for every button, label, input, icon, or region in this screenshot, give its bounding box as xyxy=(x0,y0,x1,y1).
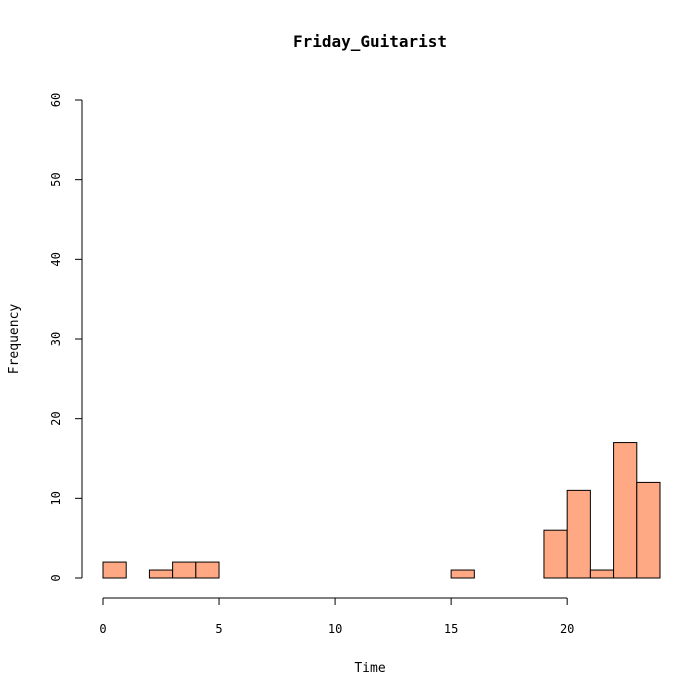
x-tick-label: 10 xyxy=(328,622,342,636)
histogram-bar xyxy=(195,561,220,579)
histogram-bar xyxy=(566,489,591,579)
histogram-bar xyxy=(589,569,615,579)
y-tick-label: 40 xyxy=(49,252,63,266)
x-tick-label: 0 xyxy=(99,622,106,636)
histogram-bar xyxy=(636,481,661,579)
y-tick-label: 50 xyxy=(49,172,63,186)
histogram-bar xyxy=(148,569,174,579)
bars xyxy=(102,442,661,579)
x-tick-label: 5 xyxy=(215,622,222,636)
histogram-bar xyxy=(172,561,197,579)
y-tick-label: 10 xyxy=(49,491,63,505)
y-axis: 0 10 20 30 40 50 60 xyxy=(49,93,83,582)
x-axis-label: Time xyxy=(354,661,385,676)
histogram-bar xyxy=(543,529,568,579)
y-tick-label: 20 xyxy=(49,411,63,425)
y-tick-label: 30 xyxy=(49,332,63,346)
y-tick-label: 60 xyxy=(49,93,63,107)
x-tick-label: 15 xyxy=(444,622,458,636)
y-axis-label: Frequency xyxy=(7,304,22,375)
chart-title: Friday_Guitarist xyxy=(293,32,447,51)
histogram-bar xyxy=(613,442,638,579)
histogram-bar xyxy=(450,569,475,579)
x-tick-label: 20 xyxy=(560,622,574,636)
histogram-bar xyxy=(102,561,127,579)
x-axis: 0 5 10 15 20 xyxy=(99,597,574,636)
y-tick-label: 0 xyxy=(49,574,63,581)
